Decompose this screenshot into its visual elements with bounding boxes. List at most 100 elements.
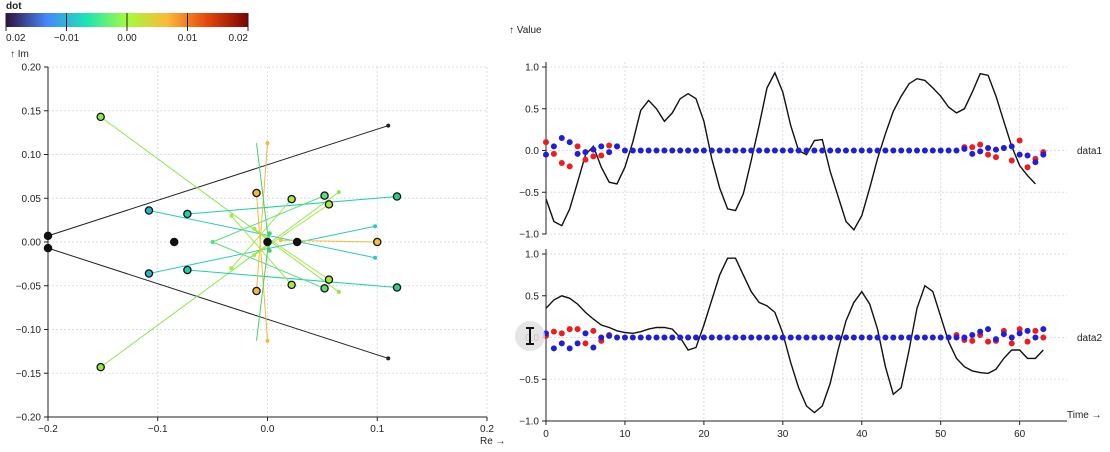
ts-blue-point <box>685 147 692 154</box>
ts-blue-point <box>977 328 984 335</box>
ts-red-point <box>969 144 976 151</box>
ts-blue-point <box>740 147 747 154</box>
pz-segment <box>212 241 325 289</box>
pz-point <box>96 362 105 372</box>
ts-blue-point <box>898 334 905 341</box>
ts-blue-point <box>1024 152 1031 159</box>
ts-blue-point <box>803 147 810 154</box>
ts-blue-point <box>850 147 857 154</box>
ts-red-point <box>606 142 613 149</box>
ts-blue-point <box>835 334 842 341</box>
pz-point <box>320 284 329 293</box>
pz-ytick-label: 0.05 <box>22 194 42 205</box>
pz-segment-end <box>229 266 234 271</box>
ts-series-label: data2 <box>1077 333 1102 344</box>
ts-blue-point <box>740 334 747 341</box>
ts-blue-point <box>558 134 565 141</box>
ts-blue-point <box>748 147 755 154</box>
ts-blue-point <box>574 340 581 347</box>
pz-point <box>392 283 402 292</box>
ts-blue-point <box>866 334 873 341</box>
ts-blue-point <box>669 334 676 341</box>
ts-blue-point <box>811 147 818 154</box>
pz-point <box>169 237 179 247</box>
ts-blue-point <box>1016 330 1023 337</box>
ts-red-point <box>550 328 557 335</box>
ts-blue-point <box>969 331 976 338</box>
ts-red-point <box>992 154 999 161</box>
pz-points <box>43 112 402 372</box>
ts-blue-point <box>985 326 992 333</box>
ts-xtick-label: 50 <box>935 429 947 440</box>
ts-blue-point <box>827 147 834 154</box>
ts-blue-point <box>906 147 913 154</box>
ts-blue-point <box>914 147 921 154</box>
pz-segment <box>254 203 330 256</box>
pz-segment-end <box>267 231 272 236</box>
pz-point <box>292 237 302 247</box>
ts-blue-point <box>795 147 802 154</box>
pz-axes: −0.2 −0.1 0.0 0.1 0.2 −0.20 −0.15 −0.10 −0.05 0.0… <box>16 63 495 436</box>
ts-blue-point <box>1032 334 1039 341</box>
pz-point <box>263 237 272 247</box>
pz-point <box>96 112 105 122</box>
ts-blue-point <box>606 149 613 156</box>
pz-segment-end <box>336 289 341 294</box>
ts-blue-point <box>890 147 897 154</box>
colorbar-label: dot <box>6 1 22 12</box>
pz-point <box>287 280 296 290</box>
text-cursor-icon <box>526 327 534 345</box>
ts-blue-point <box>748 334 755 341</box>
pz-point <box>43 231 53 241</box>
ts-xtick-label: 20 <box>698 429 710 440</box>
pz-point <box>320 191 329 200</box>
pz-segment <box>187 269 398 288</box>
ts-blue-point <box>756 334 763 341</box>
pz-xtick-label: −0.1 <box>148 424 168 435</box>
ts-blue-point <box>969 150 976 157</box>
ts-ylabel: ↑ Value <box>509 25 542 36</box>
ts-x-axis-group: 0 10 20 30 40 50 60 <box>543 420 1067 440</box>
pz-xtick-label: 0.1 <box>370 424 384 435</box>
ts-red-point <box>582 156 589 163</box>
ts-blue-point <box>645 147 652 154</box>
pz-ytick-label: 0.00 <box>22 238 42 249</box>
pz-segment-end <box>373 255 378 260</box>
ts-blue-point <box>1008 143 1015 150</box>
ts-blue-point <box>953 147 960 154</box>
pz-segment-end <box>229 213 234 218</box>
ts-blue-point <box>1040 326 1047 333</box>
ts-blue-point <box>677 147 684 154</box>
ts-blue-point <box>882 334 889 341</box>
colorbar-tick-label: 0.02 <box>229 33 249 44</box>
ts-blue-point <box>590 344 597 351</box>
ts-blue-point <box>716 334 723 341</box>
ts-blue-point <box>732 334 739 341</box>
ts-blue-point <box>692 147 699 154</box>
colorbar: dot 0.02 −0.01 0.00 0.01 0.02 <box>5 1 249 44</box>
ts-red-point <box>550 150 557 157</box>
ts-blue-point <box>550 143 557 150</box>
ts-xtick-label: 10 <box>619 429 631 440</box>
ts-blue-point <box>558 340 565 347</box>
ts-blue-point <box>961 145 968 152</box>
colorbar-tick-label: 0.00 <box>117 33 137 44</box>
ts-xtick-label: 60 <box>1014 429 1026 440</box>
ts-blue-point <box>882 147 889 154</box>
ts-red-point <box>1024 338 1031 345</box>
ts-blue-point <box>985 144 992 151</box>
ts-red-point <box>1008 340 1015 347</box>
ts-blue-point <box>764 334 771 341</box>
pz-point <box>324 275 334 284</box>
ts-blue-point <box>621 147 628 154</box>
ts-red-point <box>574 143 581 150</box>
pz-segment-end <box>252 253 257 258</box>
ts-red-point <box>582 340 589 347</box>
ts-ytick-label: 0.5 <box>525 291 539 302</box>
ts-red-point <box>590 153 597 160</box>
ts-blue-point <box>921 147 928 154</box>
ts-red-point <box>1024 164 1031 171</box>
pz-point <box>287 194 296 204</box>
